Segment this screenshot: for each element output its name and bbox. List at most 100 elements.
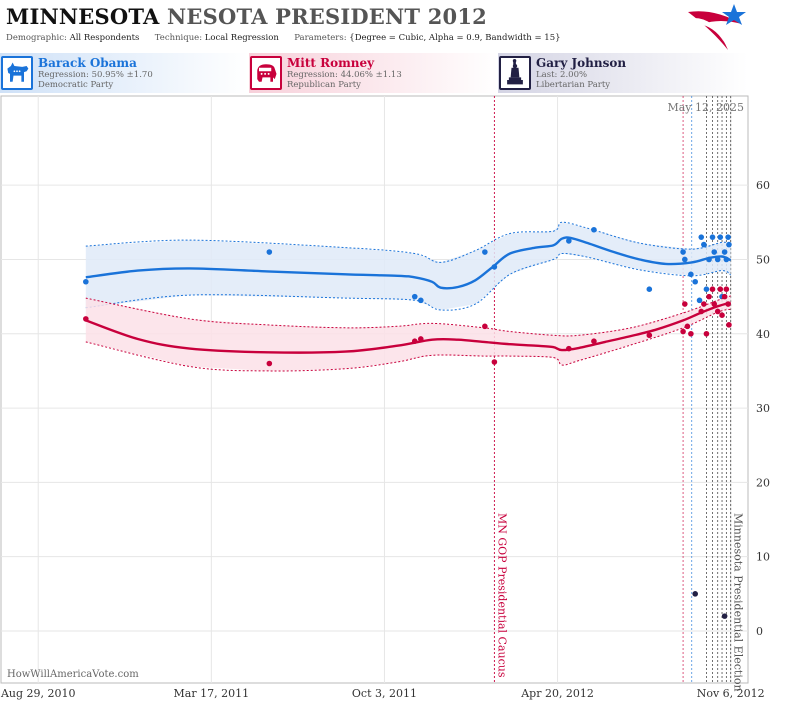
poll-point bbox=[692, 278, 698, 285]
y-tick-label: 20 bbox=[756, 476, 770, 489]
series-mitt-romney bbox=[83, 286, 732, 372]
demographic-value[interactable]: All Respondents bbox=[69, 33, 140, 43]
poll-point bbox=[725, 301, 731, 307]
poll-point bbox=[717, 286, 724, 292]
x-tick-label: Mar 17, 2011 bbox=[174, 687, 250, 700]
x-tick-label: Apr 20, 2012 bbox=[520, 687, 594, 700]
poll-point bbox=[703, 286, 710, 292]
poll-point bbox=[726, 241, 732, 248]
candidate-name: Mitt Romney bbox=[287, 56, 375, 70]
poll-point bbox=[706, 293, 712, 300]
poll-point bbox=[591, 226, 597, 233]
candidate-party: Libertarian Party bbox=[536, 80, 611, 90]
confidence-band bbox=[85, 222, 731, 310]
poll-point bbox=[698, 308, 705, 315]
technique-label: Technique: bbox=[154, 33, 203, 43]
poll-point bbox=[566, 345, 572, 352]
page-title: MINNESOTA NESOTA PRESIDENT 2012 bbox=[6, 4, 487, 29]
poll-point bbox=[711, 249, 718, 255]
poll-chart[interactable]: MN GOP Presidential Caucus Minnesota Pres… bbox=[0, 95, 789, 704]
chart-area: MN GOP Presidential Caucus Minnesota Pres… bbox=[0, 95, 789, 704]
candidate-card-johnson[interactable]: Gary Johnson Last: 2.00% Libertarian Par… bbox=[498, 53, 748, 93]
statue-of-liberty-icon bbox=[499, 56, 531, 90]
trend-line bbox=[85, 301, 732, 354]
poll-point bbox=[684, 323, 691, 330]
poll-point bbox=[411, 338, 418, 345]
demographic-label: Demographic: bbox=[6, 33, 67, 43]
confidence-lower-line bbox=[85, 308, 731, 372]
y-tick-label: 50 bbox=[756, 253, 770, 266]
poll-point bbox=[701, 301, 707, 307]
parameters-label: Parameters: bbox=[294, 33, 347, 43]
poll-point bbox=[83, 278, 89, 285]
candidate-card-romney[interactable]: Mitt Romney Regression: 44.06% ±1.13 Rep… bbox=[249, 53, 498, 93]
poll-point bbox=[703, 330, 710, 337]
site-logo[interactable] bbox=[684, 2, 750, 52]
poll-point bbox=[680, 328, 686, 335]
poll-point bbox=[714, 256, 721, 263]
poll-point bbox=[719, 312, 725, 318]
x-tick-label: Nov 6, 2012 bbox=[697, 687, 765, 700]
candidate-stat: Regression: 50.95% ±1.70 bbox=[38, 70, 153, 80]
poll-point bbox=[706, 256, 712, 263]
y-tick-label: 30 bbox=[756, 402, 770, 415]
poll-point bbox=[692, 591, 698, 597]
poll-point bbox=[723, 256, 730, 263]
poll-point bbox=[696, 297, 703, 304]
poll-point bbox=[721, 249, 728, 255]
poll-point bbox=[701, 241, 707, 248]
poll-point bbox=[721, 293, 728, 300]
date-annotation: May 12, 2025 bbox=[667, 101, 744, 114]
poll-point bbox=[646, 332, 653, 339]
confidence-upper-line bbox=[85, 295, 731, 337]
logo-white-stripe bbox=[694, 18, 724, 42]
poll-point bbox=[688, 271, 694, 278]
poll-point bbox=[711, 301, 718, 307]
event-label: MN GOP Presidential Caucus bbox=[495, 513, 508, 678]
poll-point bbox=[717, 234, 724, 240]
parameters-line: Demographic: All Respondents Technique: … bbox=[6, 33, 561, 43]
series-barack-obama bbox=[83, 221, 732, 311]
poll-point bbox=[709, 234, 716, 240]
title-state: MINNESOTA bbox=[6, 4, 160, 29]
poll-point bbox=[411, 293, 418, 300]
elephant-icon bbox=[250, 56, 282, 90]
y-tick-label: 10 bbox=[756, 551, 770, 564]
logo-star-icon bbox=[722, 4, 746, 25]
plot-frame bbox=[0, 95, 749, 684]
candidate-name: Gary Johnson bbox=[536, 56, 627, 70]
trend-line bbox=[85, 236, 732, 290]
y-tick-label: 0 bbox=[756, 625, 763, 638]
poll-point bbox=[646, 286, 653, 292]
series-gary-johnson bbox=[692, 591, 728, 619]
poll-point bbox=[491, 264, 498, 270]
poll-point bbox=[491, 359, 498, 365]
candidate-name: Barack Obama bbox=[38, 56, 137, 70]
poll-point bbox=[482, 249, 488, 255]
poll-point bbox=[83, 316, 89, 322]
y-tick-label: 40 bbox=[756, 328, 770, 341]
poll-point bbox=[418, 336, 424, 342]
poll-point bbox=[723, 286, 730, 292]
candidate-party: Democratic Party bbox=[38, 80, 114, 90]
poll-point bbox=[688, 330, 694, 337]
candidate-card-obama[interactable]: Barack Obama Regression: 50.95% ±1.70 De… bbox=[0, 53, 248, 93]
technique-value[interactable]: Local Regression bbox=[204, 33, 279, 43]
poll-point bbox=[566, 238, 572, 244]
poll-point bbox=[266, 249, 273, 255]
poll-point bbox=[482, 323, 488, 330]
poll-point bbox=[266, 360, 273, 367]
poll-point bbox=[682, 256, 688, 263]
y-tick-label: 60 bbox=[756, 179, 770, 192]
event-label: Minnesota Presidential Election bbox=[732, 513, 745, 692]
poll-point bbox=[682, 301, 688, 307]
donkey-icon bbox=[1, 56, 33, 90]
parameters-value[interactable]: {Degree = Cubic, Alpha = 0.9, Bandwidth … bbox=[349, 33, 561, 43]
poll-point bbox=[714, 308, 721, 315]
x-tick-label: Aug 29, 2010 bbox=[0, 687, 76, 700]
poll-point bbox=[591, 338, 597, 345]
watermark: HowWillAmericaVote.com bbox=[7, 669, 139, 680]
x-tick-label: Oct 3, 2011 bbox=[352, 687, 417, 700]
candidate-stat: Last: 2.00% bbox=[536, 70, 588, 80]
poll-point bbox=[725, 234, 731, 240]
